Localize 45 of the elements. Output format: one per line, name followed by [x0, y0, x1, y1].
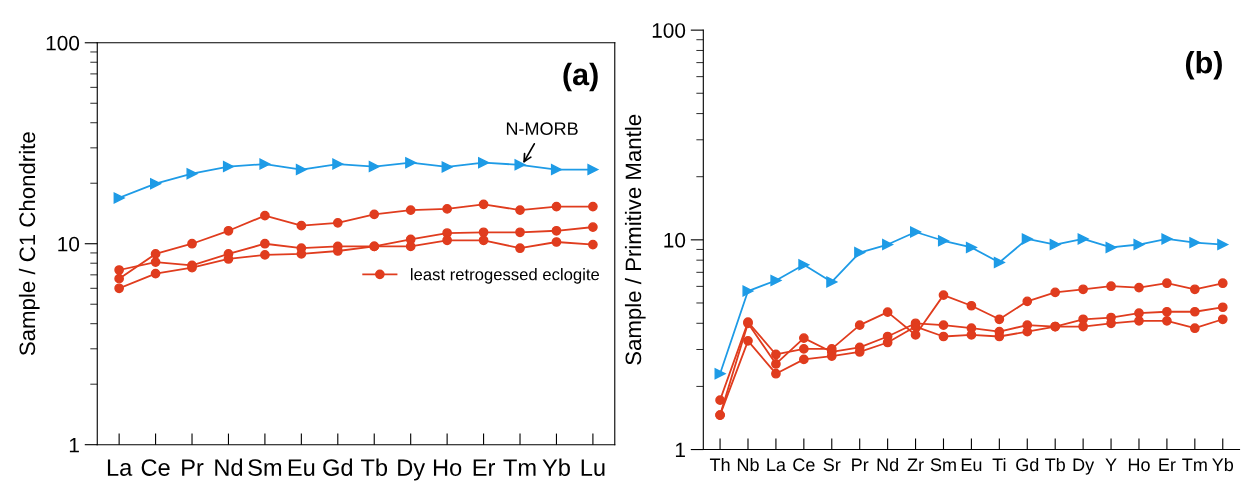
x-tick-label: Nb [737, 457, 759, 472]
x-tick-label: La [767, 458, 786, 472]
x-tick-label: Tm [1182, 458, 1207, 471]
y-tick-label: 100 [652, 23, 686, 38]
x-tick-label: Y [1105, 458, 1117, 471]
x-tick-label: Er [1159, 458, 1176, 471]
x-tick-label: Dy [398, 459, 426, 481]
x-tick-label: Nd [877, 457, 899, 472]
x-tick-label: Eu [961, 458, 982, 472]
x-tick-label: Tb [361, 458, 388, 476]
x-tick-label: Gd [1016, 457, 1039, 472]
y-tick-label: 1 [69, 437, 79, 453]
x-tick-label: Er [473, 459, 495, 476]
x-tick-label: Tb [1045, 457, 1065, 472]
x-tick-label: Ce [141, 459, 170, 476]
x-tick-label: Lu [581, 459, 605, 476]
x-tick-label: Nd [215, 458, 243, 476]
y-tick-label: 10 [58, 236, 80, 252]
x-tick-label: La [107, 459, 133, 476]
x-tick-label: Ho [433, 459, 462, 476]
y-axis-title: Sample / Primitive Mantle [624, 114, 646, 365]
x-tick-label: Ho [1128, 458, 1150, 472]
x-tick-label: Pr [852, 458, 869, 471]
x-tick-label: Th [709, 457, 730, 471]
y-axis-title: Sample / C1 Chondrite [18, 132, 40, 356]
x-tick-label: Zr [907, 458, 924, 471]
x-tick-label: Eu [288, 459, 315, 476]
x-tick-label: Pr [182, 459, 204, 476]
y-tick-label: 10 [664, 232, 686, 248]
y-tick-label: 100 [46, 35, 80, 51]
x-tick-label: Yb [1212, 457, 1234, 472]
x-tick-label: Dy [1073, 458, 1095, 475]
y-tick-label: 1 [675, 442, 685, 458]
x-tick-label: Sm [930, 458, 956, 472]
x-tick-label: Tm [503, 459, 536, 476]
x-tick-label: Ti [992, 457, 1006, 471]
text: (b) [1185, 51, 1222, 80]
x-tick-label: Yb [542, 458, 570, 476]
x-tick-label: Sm [248, 459, 282, 476]
x-tick-label: Ce [793, 458, 815, 472]
annotation: N-MORB [506, 122, 578, 136]
text: (a) [563, 62, 598, 92]
legend-label: least retrogessed eclogite [410, 268, 600, 284]
x-tick-label: Gd [323, 458, 353, 476]
x-tick-label: Sr [823, 458, 841, 472]
